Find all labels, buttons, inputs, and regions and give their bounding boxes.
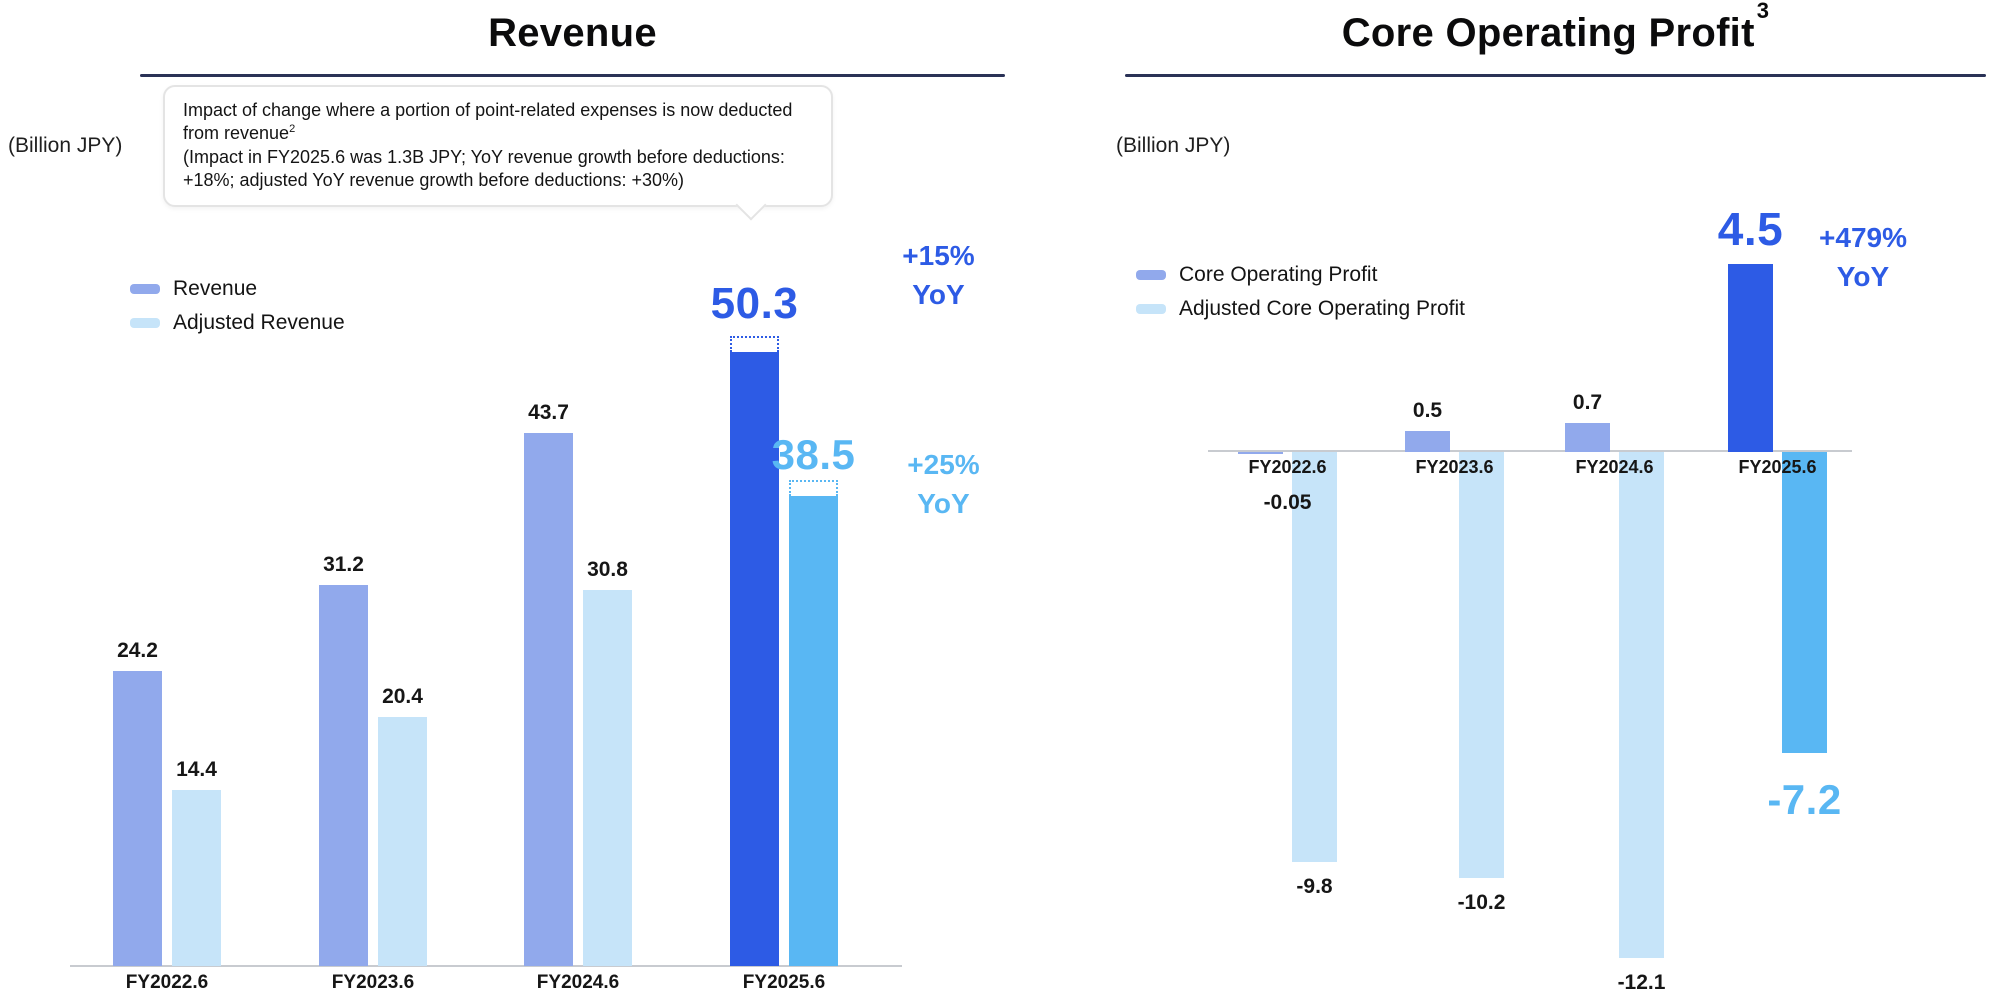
core-profit-value-label: -12.1	[1617, 970, 1666, 994]
revenue-yoy-caption: YoY	[912, 279, 965, 311]
revenue-series-label: Revenue	[173, 277, 258, 300]
core-profit-category-label: FY2022.6	[1248, 457, 1327, 477]
adjusted-revenue-yoy-percent: +25%	[907, 449, 980, 480]
core-profit-value-label: 0.5	[1412, 399, 1443, 423]
revenue-title-underline	[140, 74, 1005, 77]
core-profit-title-text: Core Operating Profit	[1341, 11, 1755, 55]
revenue-value-label: 14.4	[176, 758, 217, 782]
revenue-highlight-value-label: 38.5	[771, 431, 856, 479]
core-profit-series-swatch	[1136, 270, 1166, 280]
revenue-category-label: FY2025.6	[742, 972, 826, 993]
adjusted-revenue-series-label: Adjusted Revenue	[173, 311, 345, 334]
revenue-bar-adjusted-revenue-fy2022.6	[172, 790, 221, 966]
core-profit-value-label: -0.05	[1263, 491, 1312, 514]
core-profit-highlight-value-label: 4.5	[1717, 202, 1784, 255]
revenue-value-label: 20.4	[382, 685, 423, 709]
revenue-bar-adjusted-revenue-fy2024.6	[583, 590, 632, 966]
revenue-pre-deduction-outline	[789, 480, 838, 497]
revenue-category-label: FY2022.6	[125, 972, 209, 993]
revenue-category-label: FY2024.6	[536, 972, 620, 993]
core-profit-series-label: Core Operating Profit	[1179, 263, 1378, 286]
legend-item-adjusted-revenue: Adjusted Revenue	[130, 311, 345, 335]
core-profit-value-label: 0.7	[1572, 390, 1603, 414]
revenue-bar-revenue-fy2024.6	[524, 432, 573, 966]
revenue-highlight-value-label: 50.3	[710, 279, 799, 329]
core-profit-bar-adjusted-core-operating-profit-fy2025.6	[1782, 452, 1827, 753]
revenue-x-axis	[70, 965, 902, 967]
revenue-legend: Revenue Adjusted Revenue	[130, 277, 345, 335]
adjusted-core-profit-series-swatch	[1136, 304, 1166, 314]
revenue-category-label: FY2023.6	[331, 972, 415, 993]
revenue-bar-revenue-fy2022.6	[113, 670, 162, 966]
core-profit-value-label: -10.2	[1457, 891, 1506, 915]
core-profit-bar-adjusted-core-operating-profit-fy2022.6	[1292, 452, 1337, 862]
core-profit-bar-adjusted-core-operating-profit-fy2023.6	[1459, 452, 1504, 879]
revenue-unit-label: (Billion JPY)	[8, 134, 123, 157]
revenue-bar-revenue-fy2023.6	[319, 585, 368, 966]
core-profit-highlight-value-label: -7.2	[1767, 775, 1842, 823]
callout-text-line1: Impact of change where a portion of poin…	[183, 100, 793, 144]
revenue-bar-revenue-fy2025.6	[730, 352, 779, 966]
revenue-callout: Impact of change where a portion of poin…	[163, 85, 833, 207]
revenue-value-label: 30.8	[587, 558, 628, 582]
revenue-pre-deduction-outline	[730, 336, 779, 353]
adjusted-revenue-series-swatch	[130, 318, 160, 328]
revenue-series-swatch	[130, 284, 160, 294]
core-profit-bar-adjusted-core-operating-profit-fy2024.6	[1619, 452, 1664, 958]
core-profit-yoy-caption: YoY	[1836, 261, 1890, 293]
core-profit-category-label: FY2023.6	[1415, 457, 1494, 477]
core-profit-bar-core-operating-profit-fy2024.6	[1565, 422, 1610, 452]
revenue-chart-title: Revenue	[488, 11, 657, 55]
adjusted-core-profit-series-label: Adjusted Core Operating Profit	[1179, 297, 1465, 320]
legend-item-revenue: Revenue	[130, 277, 345, 301]
adjusted-revenue-yoy-annotation: +25% YoY	[886, 445, 1001, 523]
legend-item-core-operating-profit: Core Operating Profit	[1136, 263, 1465, 287]
callout-text-line2: (Impact in FY2025.6 was 1.3B JPY; YoY re…	[183, 146, 785, 191]
revenue-value-label: 31.2	[323, 553, 364, 577]
core-profit-title-superscript: 3	[1756, 0, 1770, 23]
callout-superscript: 2	[289, 123, 296, 136]
core-profit-bar-core-operating-profit-fy2025.6	[1728, 263, 1773, 452]
revenue-yoy-annotation: +15% YoY	[881, 236, 996, 314]
core-profit-value-label: -9.8	[1296, 874, 1333, 898]
core-profit-title-underline	[1125, 74, 1986, 77]
core-profit-unit-label: (Billion JPY)	[1116, 134, 1231, 157]
core-profit-yoy-percent: +479%	[1819, 222, 1907, 253]
revenue-value-label: 24.2	[117, 638, 158, 662]
adjusted-revenue-yoy-caption: YoY	[917, 488, 970, 520]
revenue-yoy-percent: +15%	[902, 240, 975, 271]
revenue-value-label: 43.7	[528, 400, 569, 424]
core-profit-category-label: FY2024.6	[1575, 457, 1654, 477]
core-profit-legend: Core Operating Profit Adjusted Core Oper…	[1136, 263, 1465, 321]
core-profit-category-label: FY2025.6	[1738, 457, 1817, 477]
core-profit-chart-title: Core Operating Profit3	[1125, 0, 1986, 56]
core-profit-bar-core-operating-profit-fy2022.6	[1238, 452, 1283, 455]
core-profit-zero-axis	[1208, 450, 1852, 452]
revenue-bar-adjusted-revenue-fy2025.6	[789, 496, 838, 966]
core-profit-yoy-annotation: +479% YoY	[1798, 218, 1928, 296]
core-profit-bar-core-operating-profit-fy2023.6	[1405, 431, 1450, 452]
legend-item-adjusted-core-operating-profit: Adjusted Core Operating Profit	[1136, 297, 1465, 321]
revenue-bar-adjusted-revenue-fy2023.6	[378, 717, 427, 966]
